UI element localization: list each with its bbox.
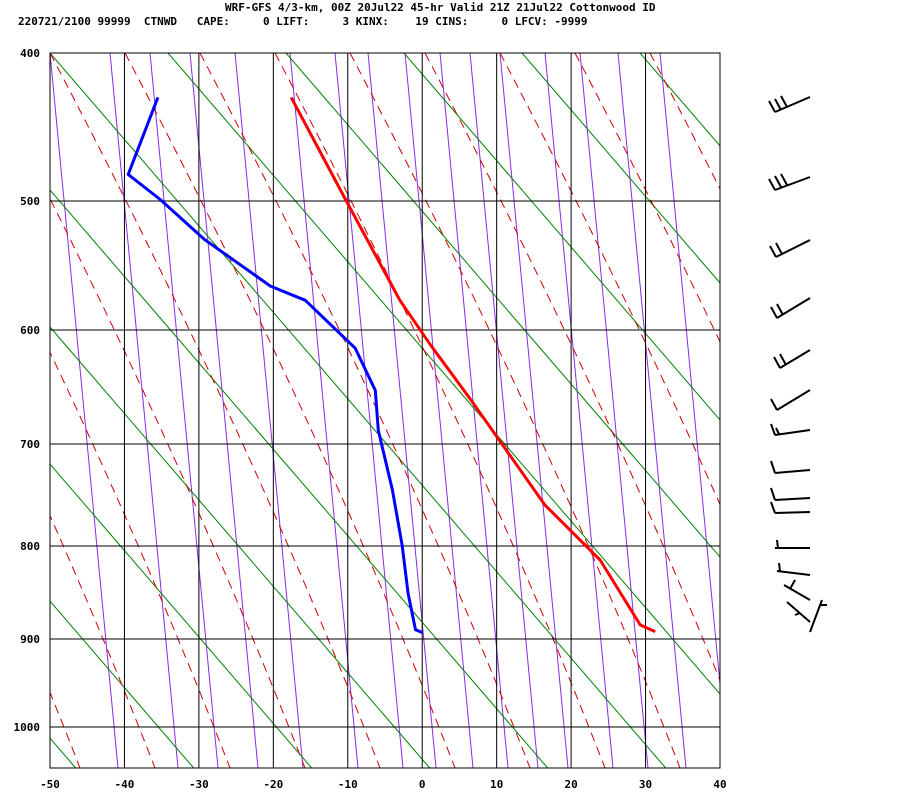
pressure-tick-label: 1000 [14, 721, 41, 734]
temperature-tick-label: 30 [639, 778, 652, 791]
moist-adiabat-line [725, 53, 900, 768]
temperature-tick-label: 0 [419, 778, 426, 791]
mixing-ratio-line [469, 53, 539, 768]
temperature-trace [289, 96, 656, 633]
wind-barb [770, 460, 811, 474]
chart-title: WRF-GFS 4/3-km, 00Z 20Jul22 45-hr Valid … [225, 1, 656, 14]
moist-adiabat-line [50, 197, 306, 768]
wind-barb [776, 562, 811, 576]
moist-adiabat-line [199, 53, 531, 768]
mixing-ratio-line [149, 53, 219, 768]
wind-barb [769, 239, 811, 258]
temperature-tick-label: -50 [40, 778, 60, 791]
mixing-ratio-line [579, 53, 649, 768]
temperature-tick-label: 40 [713, 778, 726, 791]
mixing-ratio-line [109, 53, 179, 768]
mixing-ratio-line [617, 53, 687, 768]
mixing-ratio-line [544, 53, 614, 768]
wind-barb [770, 389, 811, 411]
dry-adiabat-line [50, 189, 549, 768]
wind-barb [768, 95, 811, 113]
wind-barb [773, 349, 811, 369]
moist-adiabat-line [349, 53, 681, 768]
mixing-ratio-line [234, 53, 304, 768]
dry-adiabat-line [285, 53, 720, 558]
wind-barb [770, 501, 811, 514]
dry-adiabat-line [639, 53, 720, 147]
dry-adiabat-line [403, 53, 720, 421]
mixing-ratio-line [404, 53, 474, 768]
temperature-axis: -50 -40 -30 -20 -10 0 10 20 30 40 [40, 778, 727, 791]
sounding-indices: 220721/2100 99999 CTNWD CAPE: 0 LIFT: 3 … [18, 15, 588, 28]
dry-adiabat-line [167, 53, 720, 695]
mixing-ratio-line [289, 53, 359, 768]
pressure-tick-label: 600 [20, 324, 40, 337]
moist-adiabat-line [574, 53, 720, 344]
pressure-tick-label: 800 [20, 540, 40, 553]
grid-lines [49, 52, 721, 769]
dry-adiabat-line [50, 737, 77, 768]
plot-border [49, 52, 721, 769]
pressure-tick-label: 500 [20, 195, 40, 208]
wind-barb [768, 173, 811, 191]
mixing-ratio-line [499, 53, 569, 768]
dry-adiabat-line [521, 53, 720, 284]
wind-barb [770, 487, 811, 501]
mixing-ratio-line [50, 53, 119, 768]
temperature-tick-label: -40 [115, 778, 135, 791]
moist-adiabat-line [50, 351, 231, 768]
pressure-tick-label: 400 [20, 47, 40, 60]
dewpoint-trace [126, 96, 423, 634]
dry-adiabat-line [50, 600, 195, 768]
wind-barbs [768, 95, 827, 633]
moist-adiabat-line [50, 53, 381, 768]
moist-adiabat-line [875, 53, 900, 768]
wind-barb [770, 297, 811, 319]
moist-adiabat-line [50, 514, 156, 768]
dry-adiabat-line [50, 463, 313, 768]
mixing-ratio-line [439, 53, 509, 768]
moist-adiabat-line [50, 691, 81, 768]
mixing-ratio-line [334, 53, 404, 768]
wind-barb [786, 601, 811, 623]
mixing-ratio-line [659, 53, 720, 690]
moist-adiabat-line [800, 53, 900, 768]
moist-adiabat-line [274, 53, 606, 768]
temperature-tick-label: -30 [189, 778, 209, 791]
pressure-axis: 400 500 600 700 800 900 1000 [14, 47, 41, 734]
traces [126, 96, 656, 634]
temperature-tick-label: -20 [263, 778, 283, 791]
dry-adiabat-line [50, 53, 667, 768]
dry-adiabat-line [876, 53, 900, 773]
moist-adiabat-line [0, 53, 5, 768]
wind-barb [775, 539, 810, 549]
moist-adiabat-line [424, 53, 720, 682]
mixing-ratio-line [367, 53, 437, 768]
pressure-tick-label: 900 [20, 633, 40, 646]
pressure-tick-label: 700 [20, 438, 40, 451]
wind-barb [770, 423, 811, 436]
moist-adiabat-line [649, 53, 720, 191]
temperature-tick-label: -10 [338, 778, 358, 791]
temperature-tick-label: 20 [564, 778, 577, 791]
background-lines [0, 53, 900, 773]
moist-adiabat-line [124, 53, 456, 768]
mixing-ratio-line [189, 53, 259, 768]
wind-barb [809, 599, 827, 633]
dry-adiabat-line [758, 53, 900, 773]
temperature-tick-label: 10 [490, 778, 503, 791]
wind-barb [783, 579, 811, 601]
moist-adiabat-line [499, 53, 720, 506]
